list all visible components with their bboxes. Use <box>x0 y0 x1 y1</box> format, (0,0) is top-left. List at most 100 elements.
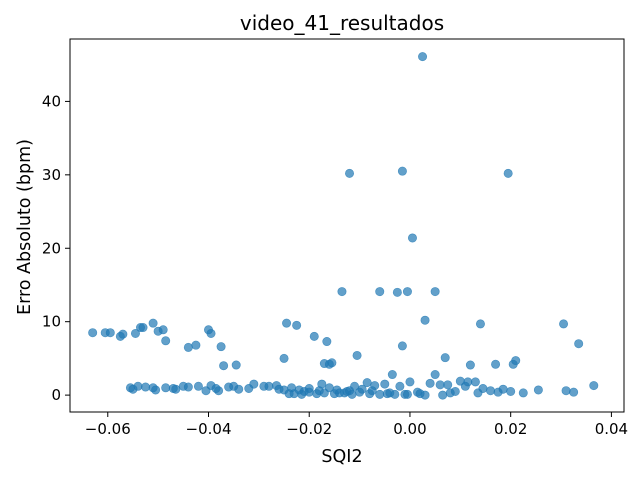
data-point <box>430 370 440 380</box>
data-point <box>533 385 543 395</box>
data-point <box>264 381 274 391</box>
data-point <box>574 339 584 349</box>
data-point <box>130 328 140 338</box>
data-point <box>244 383 254 393</box>
data-point <box>392 287 402 297</box>
data-point <box>138 323 148 333</box>
data-point <box>345 168 355 178</box>
data-point <box>355 387 365 397</box>
data-point <box>309 331 319 341</box>
data-point <box>88 328 98 338</box>
data-point <box>231 360 241 370</box>
data-point <box>201 386 211 396</box>
x-tick-label: −0.04 <box>186 420 232 438</box>
data-point <box>148 383 158 393</box>
data-point <box>387 370 397 380</box>
data-point <box>158 325 168 335</box>
data-point <box>443 380 453 390</box>
data-point <box>229 381 239 391</box>
data-point <box>105 328 115 338</box>
plot-frame <box>69 38 625 413</box>
data-point <box>141 382 151 392</box>
data-point <box>367 386 377 396</box>
data-point <box>161 336 171 346</box>
x-axis: −0.06 −0.04 −0.02 0.00 0.02 0.04 <box>85 412 628 438</box>
y-axis-label: Erro Absoluto (bpm) <box>15 139 35 315</box>
data-point <box>569 387 579 397</box>
y-tick-label: 20 <box>42 239 61 257</box>
x-tick-label: 0.02 <box>494 420 527 438</box>
data-point <box>589 381 599 391</box>
data-point <box>206 328 216 338</box>
data-point <box>382 389 392 399</box>
data-point <box>161 383 171 393</box>
data-point <box>559 319 569 329</box>
y-tick-label: 40 <box>42 92 61 110</box>
data-point <box>420 315 430 325</box>
x-tick-label: 0.04 <box>595 420 628 438</box>
data-point <box>561 386 571 396</box>
data-point <box>511 356 521 366</box>
data-point <box>279 385 289 395</box>
x-tick-label: −0.02 <box>286 420 332 438</box>
data-point <box>352 350 362 360</box>
data-point <box>438 390 448 400</box>
data-point <box>148 318 158 328</box>
data-point <box>425 378 435 388</box>
plot-area <box>69 38 625 413</box>
x-tick-label: 0.00 <box>393 420 426 438</box>
data-point <box>183 382 193 392</box>
data-point <box>390 389 400 399</box>
data-point <box>486 386 496 396</box>
data-point <box>375 389 385 399</box>
data-point <box>506 386 516 396</box>
data-point <box>375 287 385 297</box>
y-axis: 0 10 20 30 40 <box>42 92 70 404</box>
data-point <box>297 389 307 399</box>
data-point <box>498 384 508 394</box>
data-point <box>397 341 407 351</box>
data-point <box>402 287 412 297</box>
data-point <box>292 320 302 330</box>
data-point <box>118 329 128 339</box>
data-point <box>327 358 337 368</box>
data-point <box>413 387 423 397</box>
data-point <box>168 383 178 393</box>
y-tick-label: 0 <box>51 386 61 404</box>
y-tick-label: 30 <box>42 166 61 184</box>
x-axis-label: SQI2 <box>321 447 362 467</box>
chart-title: video_41_resultados <box>240 11 444 35</box>
data-point <box>445 388 455 398</box>
data-point <box>128 384 138 394</box>
data-point <box>440 353 450 363</box>
data-point <box>407 233 417 243</box>
data-point <box>334 388 344 398</box>
data-point <box>319 388 329 398</box>
data-point <box>337 287 347 297</box>
data-point <box>473 388 483 398</box>
data-point <box>191 340 201 350</box>
data-point <box>304 387 314 397</box>
data-point <box>322 337 332 347</box>
data-point <box>380 379 390 389</box>
data-point <box>491 359 501 369</box>
data-point <box>347 389 357 399</box>
data-point <box>193 381 203 391</box>
data-point <box>435 380 445 390</box>
data-point <box>279 353 289 363</box>
data-point <box>312 389 322 399</box>
data-point <box>402 389 412 399</box>
y-tick-label: 10 <box>42 313 61 331</box>
data-point <box>430 287 440 297</box>
data-point <box>470 377 480 387</box>
data-point <box>362 378 372 388</box>
data-point <box>420 390 430 400</box>
data-point <box>183 342 193 352</box>
data-point <box>214 386 224 396</box>
x-tick-label: −0.06 <box>85 420 131 438</box>
data-point <box>475 319 485 329</box>
data-point <box>460 381 470 391</box>
data-point <box>418 52 428 62</box>
